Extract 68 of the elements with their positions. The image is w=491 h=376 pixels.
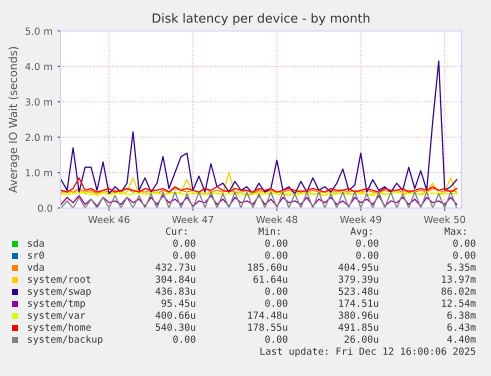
line-series <box>60 194 458 207</box>
text: 404.95u <box>338 263 378 271</box>
legend-label: system/tmp <box>28 300 85 309</box>
legend-label: system/var <box>28 312 86 321</box>
text: 0.00 <box>453 251 476 259</box>
text: 0.00 <box>173 239 196 247</box>
text: 540.30u <box>156 323 196 331</box>
x-tick-label: Week 47 <box>172 216 214 224</box>
y-axis-title: Average IO Wait (seconds) <box>8 47 20 193</box>
y-tick-label: 2.0 m <box>26 134 52 142</box>
text: 0.00 <box>265 251 288 259</box>
text: 12.54m <box>442 299 476 307</box>
legend-label: system/backup <box>28 335 102 345</box>
text: 0.00 <box>265 287 288 295</box>
legend-label: sr0 <box>28 251 44 259</box>
text: 0.00 <box>356 239 378 247</box>
text: Min: <box>258 227 280 235</box>
text: 380.96u <box>338 311 378 319</box>
text: 178.55u <box>248 323 288 331</box>
y-tick-label: 4.0 m <box>25 62 52 70</box>
y-tick-label: 1.0 m <box>26 169 52 176</box>
x-tick-label: Week 46 <box>88 216 130 224</box>
text: 5.35m <box>447 263 476 271</box>
y-tick-label: 5.0 m <box>26 27 52 35</box>
text: Cur: <box>166 227 186 235</box>
x-tick-label: Week 49 <box>340 216 382 224</box>
y-tick-label: 3.0 m <box>26 98 52 106</box>
legend-label: system/swap <box>28 288 91 297</box>
y-tick-label: 0.0 <box>38 204 52 212</box>
text: 4.40m <box>447 335 476 343</box>
text: 185.60u <box>248 263 288 271</box>
text: 6.43m <box>447 323 476 331</box>
text: 174.51u <box>339 300 378 307</box>
text: 95.45u <box>161 299 196 307</box>
text: 400.66u <box>156 311 196 319</box>
text: 61.64u <box>254 275 288 283</box>
line-series <box>60 191 458 208</box>
text: 436.83u <box>156 287 196 295</box>
text: Avg: <box>350 228 372 237</box>
text: 523.48u <box>338 287 378 295</box>
legend-label: system/root <box>28 276 90 285</box>
legend-label: vda <box>27 263 44 271</box>
text: 304.84u <box>156 275 196 283</box>
line-series <box>60 60 458 194</box>
text: 0.00 <box>265 335 288 343</box>
text: 0.00 <box>173 335 196 343</box>
text: 174.48u <box>248 311 288 319</box>
x-tick-label: Week 48 <box>256 216 298 224</box>
text: 0.00 <box>265 239 288 247</box>
text: Last update: Fri Dec 12 16:00:06 2025 <box>260 347 476 357</box>
text: 13.97m <box>442 275 476 283</box>
text: 26.00u <box>344 335 378 343</box>
text: 0.00 <box>265 299 288 307</box>
text: 86.02m <box>442 287 476 295</box>
line-series <box>60 172 458 196</box>
legend-label: system/home <box>28 323 91 333</box>
text: Max: <box>444 228 466 235</box>
text: 0.00 <box>453 239 476 247</box>
line-series <box>60 177 458 193</box>
legend-label: sda <box>28 239 44 247</box>
text: 432.73u <box>156 263 196 271</box>
chart-title: Disk latency per device - by month <box>152 13 370 26</box>
x-tick-label: Week 50 <box>424 216 466 224</box>
text: 0.00 <box>356 251 378 259</box>
text: 6.38m <box>447 311 476 319</box>
text: 379.39u <box>338 275 378 283</box>
text: 0.00 <box>173 251 196 259</box>
text: 491.85u <box>338 323 378 331</box>
